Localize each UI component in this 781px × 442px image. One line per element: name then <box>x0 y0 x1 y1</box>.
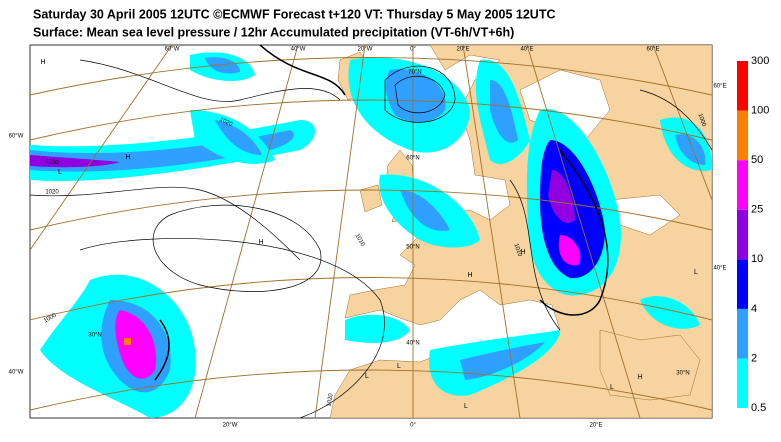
colorbar-segment <box>737 160 748 210</box>
grid-label: 50°N <box>406 245 419 251</box>
pressure-center: H <box>520 249 525 256</box>
pressure-center: L <box>610 384 614 391</box>
colorbar-segment <box>737 358 748 408</box>
grid-label: 60°W <box>9 134 24 140</box>
grid-label: 30°N <box>88 333 101 339</box>
isobar-label: 1030 <box>45 159 59 166</box>
isobar-label: 1000 <box>696 113 706 128</box>
colorbar-label: 100 <box>751 104 769 116</box>
land <box>329 45 712 418</box>
grid-label: 70°N <box>408 70 421 76</box>
colorbar-label: 0.5 <box>751 402 766 414</box>
grid-label: 30°N <box>676 371 689 377</box>
colorbar-segment <box>737 209 748 260</box>
pressure-center: H <box>40 59 45 66</box>
isobar-label: 1010 <box>512 243 522 258</box>
pressure-center: L <box>464 403 468 410</box>
colorbar-segment <box>737 308 748 359</box>
colorbar: 0.5 2 4 10 25 50 100 300 <box>737 55 769 414</box>
grid-label: 20°E <box>456 47 469 53</box>
colorbar-label: 25 <box>751 204 763 216</box>
grid-label: 20°W <box>223 423 238 429</box>
isobar-label: 1020 <box>45 190 59 196</box>
colorbar-segment <box>737 259 748 309</box>
isobar-label: 1020 <box>218 117 233 128</box>
grid-label: 40°W <box>291 47 306 53</box>
grid-label: 40°N <box>406 341 419 347</box>
grid-label: 40°E <box>713 266 726 272</box>
grid-label: 60°N <box>406 156 419 162</box>
precipitation <box>30 52 712 418</box>
pressure-center: L <box>365 373 369 380</box>
pressure-center: L <box>694 269 698 276</box>
colorbar-label: 2 <box>751 352 757 364</box>
pressure-center: L <box>58 169 62 176</box>
grid-label: 20°E <box>589 423 602 429</box>
colorbar-label: 4 <box>751 303 757 315</box>
title: Saturday 30 April 2005 12UTC ©ECMWF Fore… <box>33 7 555 21</box>
colorbar-segment <box>737 61 748 111</box>
grid-label: 0° <box>410 47 416 53</box>
grid-label: 60°E <box>713 84 726 90</box>
grid-label: 60°W <box>165 47 180 53</box>
map <box>29 44 713 419</box>
isobars <box>30 45 712 418</box>
pressure-center: H <box>258 239 263 246</box>
colorbar-label: 300 <box>751 55 769 67</box>
colorbar-label: 50 <box>751 154 763 166</box>
subtitle: Surface: Mean sea level pressure / 12hr … <box>33 25 514 39</box>
pressure-center: H <box>125 154 130 161</box>
graticule <box>30 45 712 418</box>
colorbar-segment <box>737 110 748 161</box>
grid-label: 20°W <box>358 47 373 53</box>
pressure-center: H <box>467 272 472 279</box>
isobar-label: 1020 <box>326 392 334 407</box>
pressure-center: L <box>397 363 401 370</box>
grid-label: 40°W <box>9 370 24 376</box>
pressure-center: H <box>637 374 642 381</box>
grid-label: 60°E <box>646 47 659 53</box>
colorbar-label: 10 <box>751 253 763 265</box>
grid-label: 0° <box>410 423 416 429</box>
grid-label: 40°E <box>520 47 533 53</box>
